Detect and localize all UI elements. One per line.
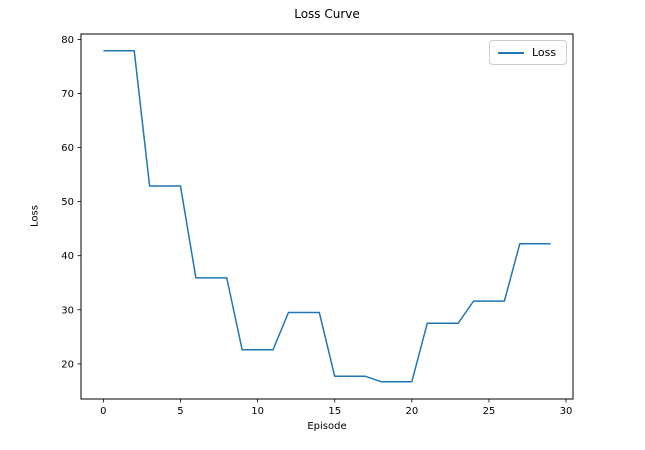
y-tick-label: 30 (61, 305, 74, 316)
x-tick-label: 30 (560, 406, 573, 417)
legend-line-sample (498, 51, 524, 54)
chart-title: Loss Curve (294, 7, 360, 21)
x-tick-label: 25 (483, 406, 496, 417)
y-tick-label: 70 (61, 89, 74, 100)
legend-label: Loss (532, 46, 557, 59)
y-axis-label: Loss (29, 205, 41, 227)
x-tick-label: 20 (405, 406, 418, 417)
x-axis-label: Episode (307, 421, 347, 432)
y-tick-label: 50 (61, 197, 74, 208)
x-tick-label: 10 (251, 406, 264, 417)
y-tick-label: 20 (61, 359, 74, 370)
y-tick-label: 40 (61, 251, 74, 262)
y-tick-label: 60 (61, 143, 74, 154)
legend: Loss (489, 40, 567, 65)
x-tick-label: 5 (177, 406, 183, 417)
loss-line (103, 50, 551, 383)
axes-spines (80, 33, 574, 400)
x-tick-label: 15 (328, 406, 341, 417)
x-tick-label: 0 (100, 406, 106, 417)
y-tick-label: 80 (61, 35, 74, 46)
